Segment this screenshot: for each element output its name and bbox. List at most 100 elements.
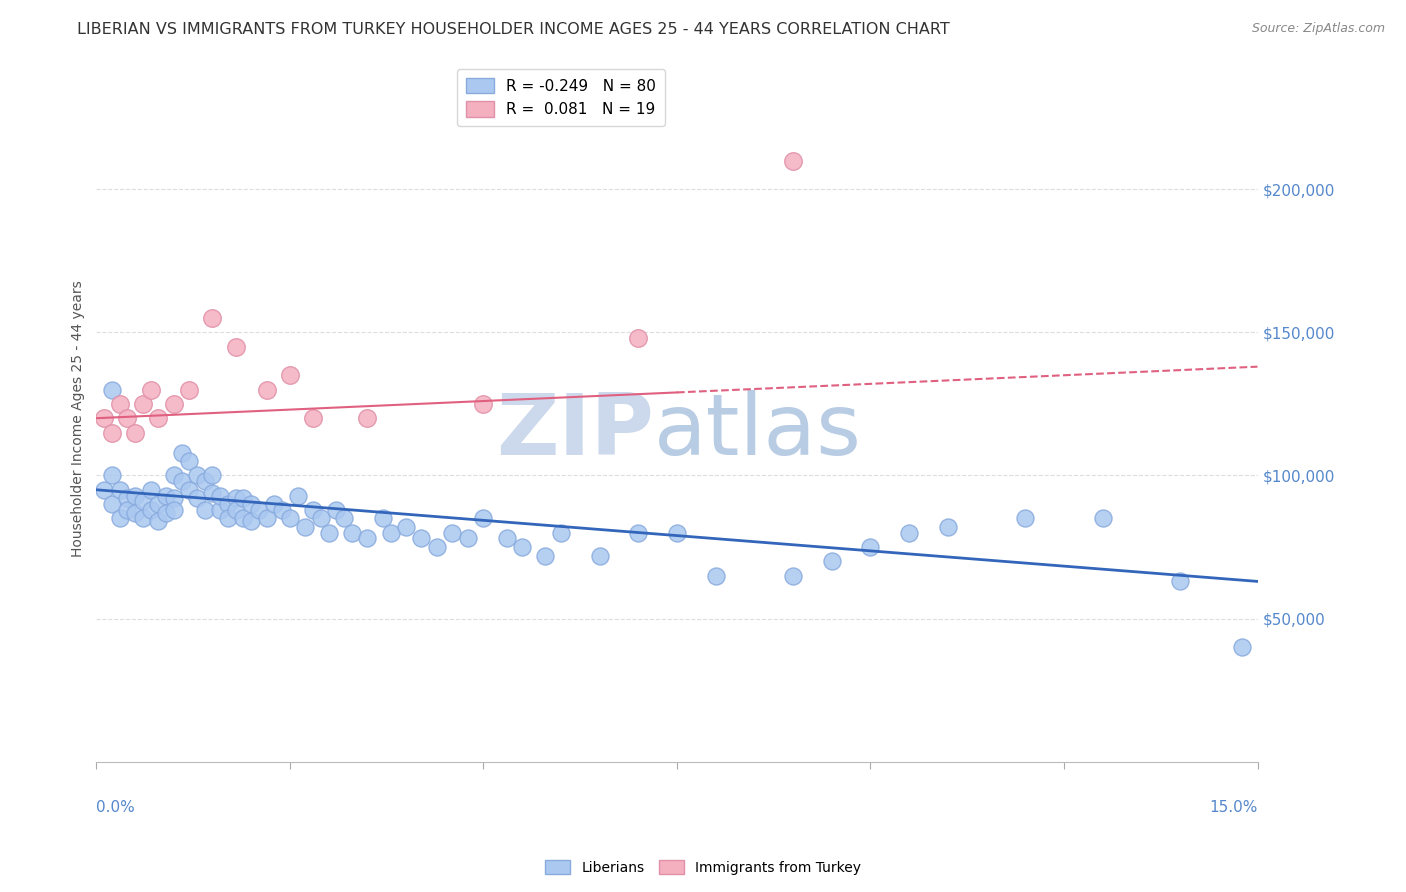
Point (859, 540, 882, 554)
Point (139, 503, 162, 517)
Point (1168, 574, 1191, 589)
Point (179, 454, 201, 468)
Point (201, 468, 224, 483)
Point (124, 506, 146, 520)
Point (186, 468, 208, 483)
Point (371, 511, 394, 525)
Legend: Liberians, Immigrants from Turkey: Liberians, Immigrants from Turkey (540, 855, 866, 880)
Point (550, 525, 572, 540)
Point (263, 497, 285, 511)
Point (325, 503, 347, 517)
Point (217, 511, 239, 525)
Point (426, 540, 449, 554)
Point (186, 491, 208, 506)
Point (278, 368, 301, 383)
Point (163, 397, 186, 411)
Point (247, 503, 270, 517)
Point (139, 483, 162, 497)
Text: 0.0%: 0.0% (97, 799, 135, 814)
Point (510, 540, 533, 554)
Point (101, 468, 124, 483)
Point (356, 411, 378, 425)
Point (457, 532, 479, 546)
Point (209, 503, 232, 517)
Point (101, 425, 124, 440)
Point (201, 485, 224, 500)
Point (108, 511, 131, 525)
Point (821, 554, 844, 568)
Point (256, 511, 278, 525)
Point (179, 483, 201, 497)
Point (93, 483, 115, 497)
Point (232, 491, 254, 506)
Point (441, 525, 464, 540)
Point (117, 491, 139, 506)
Text: LIBERIAN VS IMMIGRANTS FROM TURKEY HOUSEHOLDER INCOME AGES 25 - 44 YEARS CORRELA: LIBERIAN VS IMMIGRANTS FROM TURKEY HOUSE… (77, 22, 950, 37)
Point (256, 383, 278, 397)
Point (232, 511, 254, 525)
Point (898, 525, 921, 540)
Point (627, 331, 650, 345)
Point (132, 494, 155, 508)
Point (124, 489, 146, 503)
Point (108, 397, 131, 411)
Point (1091, 511, 1114, 525)
Point (495, 532, 517, 546)
Point (318, 525, 340, 540)
Point (163, 468, 186, 483)
Point (472, 397, 495, 411)
Point (704, 568, 727, 582)
Point (271, 503, 294, 517)
Point (356, 532, 378, 546)
Point (148, 497, 170, 511)
Point (148, 514, 170, 528)
Point (163, 491, 186, 506)
Point (101, 497, 124, 511)
Point (278, 511, 301, 525)
Point (340, 525, 363, 540)
Point (163, 503, 186, 517)
Point (936, 520, 959, 534)
Point (209, 489, 232, 503)
Point (665, 525, 688, 540)
Text: Source: ZipAtlas.com: Source: ZipAtlas.com (1251, 22, 1385, 36)
Point (472, 511, 495, 525)
Point (588, 549, 610, 563)
Point (411, 532, 433, 546)
Point (225, 503, 247, 517)
Point (240, 514, 263, 528)
Point (139, 383, 162, 397)
Point (309, 511, 332, 525)
Point (627, 525, 650, 540)
Point (333, 511, 356, 525)
Point (782, 568, 804, 582)
Point (179, 383, 201, 397)
Point (117, 503, 139, 517)
Point (1014, 511, 1036, 525)
Point (201, 310, 224, 325)
Point (101, 383, 124, 397)
Point (225, 340, 247, 354)
Y-axis label: Householder Income Ages 25 - 44 years: Householder Income Ages 25 - 44 years (72, 280, 86, 557)
Point (148, 411, 170, 425)
Point (395, 520, 418, 534)
Point (294, 520, 316, 534)
Point (124, 425, 146, 440)
Text: atlas: atlas (654, 391, 862, 474)
Point (782, 153, 804, 168)
Point (132, 397, 155, 411)
Point (170, 474, 193, 488)
Point (93, 411, 115, 425)
Point (302, 503, 325, 517)
Point (534, 549, 557, 563)
Point (380, 525, 402, 540)
Point (194, 503, 217, 517)
Point (225, 491, 247, 506)
Text: 15.0%: 15.0% (1209, 799, 1257, 814)
Point (155, 506, 177, 520)
Point (170, 445, 193, 459)
Point (194, 474, 217, 488)
Legend: R = -0.249   N = 80, R =  0.081   N = 19: R = -0.249 N = 80, R = 0.081 N = 19 (457, 69, 665, 127)
Point (302, 411, 325, 425)
Point (1230, 640, 1253, 655)
